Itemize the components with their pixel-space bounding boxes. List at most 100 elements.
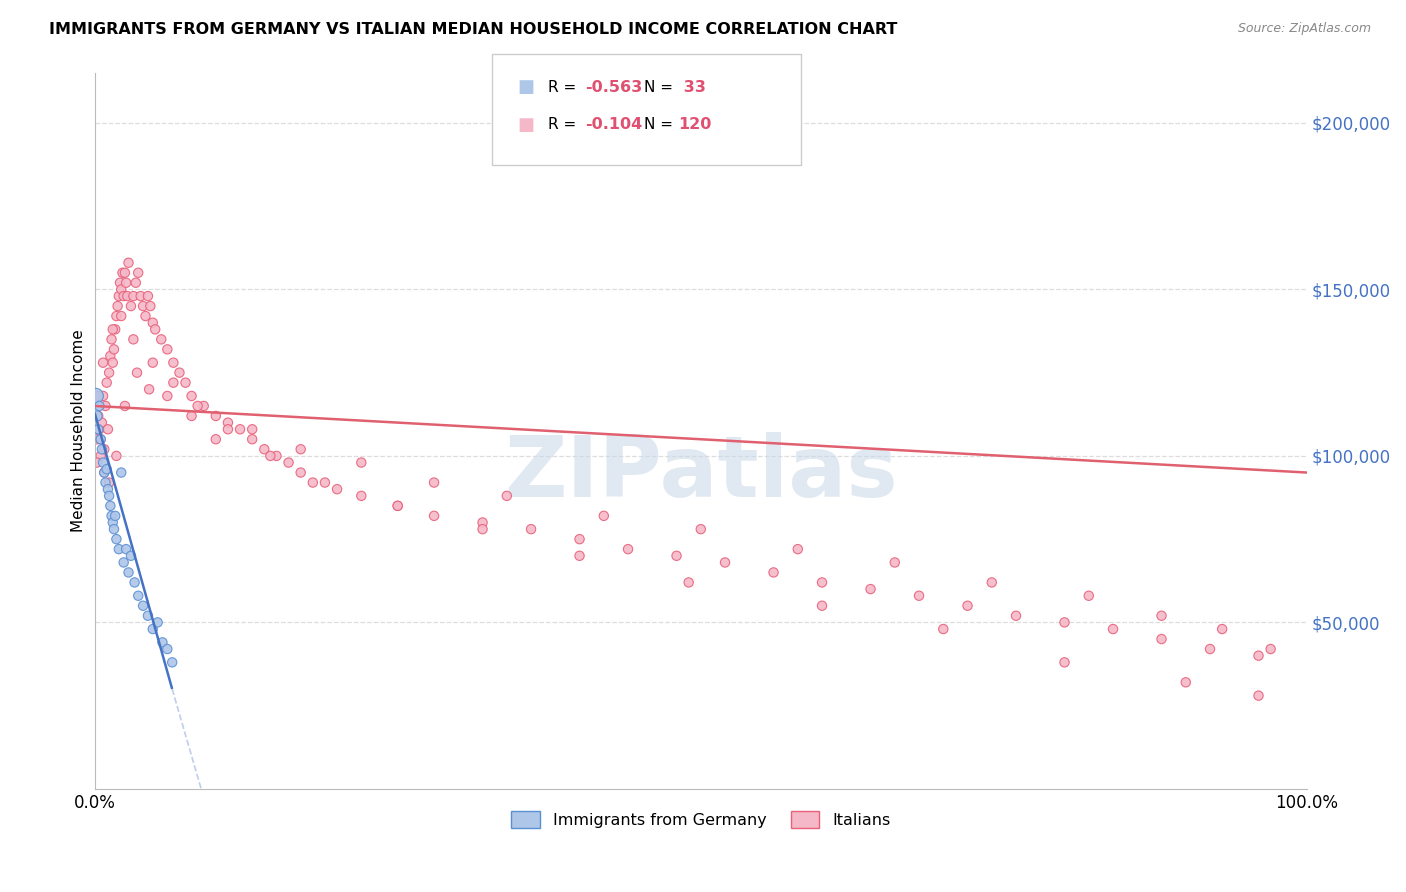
Point bbox=[152, 635, 174, 649]
Point bbox=[142, 316, 165, 330]
Text: ■: ■ bbox=[517, 116, 534, 134]
Text: -0.104: -0.104 bbox=[585, 118, 643, 132]
Point bbox=[423, 475, 446, 490]
Point bbox=[117, 566, 139, 580]
Point bbox=[1150, 608, 1173, 623]
Text: R =: R = bbox=[548, 118, 582, 132]
Point bbox=[97, 482, 120, 496]
Point bbox=[90, 449, 112, 463]
Text: ZIPatlas: ZIPatlas bbox=[503, 433, 897, 516]
Point bbox=[132, 599, 155, 613]
Point bbox=[122, 289, 145, 303]
Point bbox=[174, 376, 197, 390]
Point bbox=[86, 456, 108, 470]
Point bbox=[108, 542, 131, 557]
Text: 33: 33 bbox=[678, 80, 706, 95]
Point bbox=[90, 416, 112, 430]
Point bbox=[89, 399, 111, 413]
Point bbox=[101, 516, 124, 530]
Point bbox=[87, 389, 110, 403]
Point bbox=[108, 289, 131, 303]
Point bbox=[568, 532, 591, 546]
Point bbox=[91, 356, 114, 370]
Point bbox=[1053, 656, 1076, 670]
Point bbox=[180, 409, 202, 423]
Point bbox=[90, 432, 112, 446]
Point bbox=[1174, 675, 1197, 690]
Point bbox=[98, 349, 121, 363]
Point bbox=[136, 289, 159, 303]
Point bbox=[1199, 642, 1222, 657]
Point bbox=[811, 575, 834, 590]
Point bbox=[111, 266, 134, 280]
Point bbox=[143, 322, 166, 336]
Point bbox=[134, 309, 156, 323]
Point bbox=[93, 466, 115, 480]
Point bbox=[86, 432, 108, 446]
Point bbox=[139, 299, 162, 313]
Point bbox=[91, 456, 114, 470]
Point bbox=[101, 356, 124, 370]
Point bbox=[90, 432, 112, 446]
Point bbox=[240, 422, 263, 436]
Point bbox=[100, 508, 122, 523]
Text: ■: ■ bbox=[517, 78, 534, 96]
Point bbox=[290, 442, 312, 457]
Point bbox=[1005, 608, 1028, 623]
Point bbox=[326, 482, 349, 496]
Point bbox=[423, 508, 446, 523]
Legend: Immigrants from Germany, Italians: Immigrants from Germany, Italians bbox=[505, 805, 897, 835]
Point bbox=[108, 276, 131, 290]
Point bbox=[87, 422, 110, 436]
Text: Source: ZipAtlas.com: Source: ZipAtlas.com bbox=[1237, 22, 1371, 36]
Point bbox=[110, 282, 132, 296]
Point bbox=[169, 366, 191, 380]
Point bbox=[138, 382, 160, 396]
Point bbox=[100, 332, 122, 346]
Point bbox=[1053, 615, 1076, 630]
Point bbox=[84, 389, 107, 403]
Point bbox=[617, 542, 640, 557]
Point bbox=[1247, 648, 1270, 663]
Point bbox=[122, 332, 145, 346]
Point bbox=[127, 266, 149, 280]
Point bbox=[136, 608, 159, 623]
Text: -0.563: -0.563 bbox=[585, 80, 643, 95]
Point bbox=[156, 642, 179, 657]
Point bbox=[120, 299, 142, 313]
Point bbox=[217, 416, 239, 430]
Point bbox=[150, 332, 173, 346]
Point bbox=[980, 575, 1002, 590]
Point bbox=[277, 456, 299, 470]
Point bbox=[811, 599, 834, 613]
Point bbox=[98, 499, 121, 513]
Point bbox=[91, 389, 114, 403]
Point bbox=[689, 522, 711, 536]
Y-axis label: Median Household Income: Median Household Income bbox=[72, 329, 86, 533]
Point bbox=[115, 276, 138, 290]
Point bbox=[98, 475, 121, 490]
Point bbox=[90, 442, 112, 457]
Point bbox=[127, 589, 149, 603]
Point bbox=[93, 466, 115, 480]
Point bbox=[125, 276, 148, 290]
Point bbox=[96, 462, 118, 476]
Point bbox=[520, 522, 543, 536]
Point bbox=[98, 366, 121, 380]
Point bbox=[1150, 632, 1173, 646]
Point bbox=[97, 422, 120, 436]
Point bbox=[387, 499, 409, 513]
Point bbox=[101, 322, 124, 336]
Text: IMMIGRANTS FROM GERMANY VS ITALIAN MEDIAN HOUSEHOLD INCOME CORRELATION CHART: IMMIGRANTS FROM GERMANY VS ITALIAN MEDIA… bbox=[49, 22, 897, 37]
Point bbox=[94, 475, 117, 490]
Point bbox=[217, 422, 239, 436]
Point bbox=[240, 432, 263, 446]
Point bbox=[89, 422, 111, 436]
Point bbox=[859, 582, 882, 596]
Point bbox=[204, 432, 226, 446]
Point bbox=[120, 549, 142, 563]
Point bbox=[180, 389, 202, 403]
Point bbox=[1102, 622, 1125, 636]
Text: N =: N = bbox=[644, 80, 678, 95]
Point bbox=[156, 389, 179, 403]
